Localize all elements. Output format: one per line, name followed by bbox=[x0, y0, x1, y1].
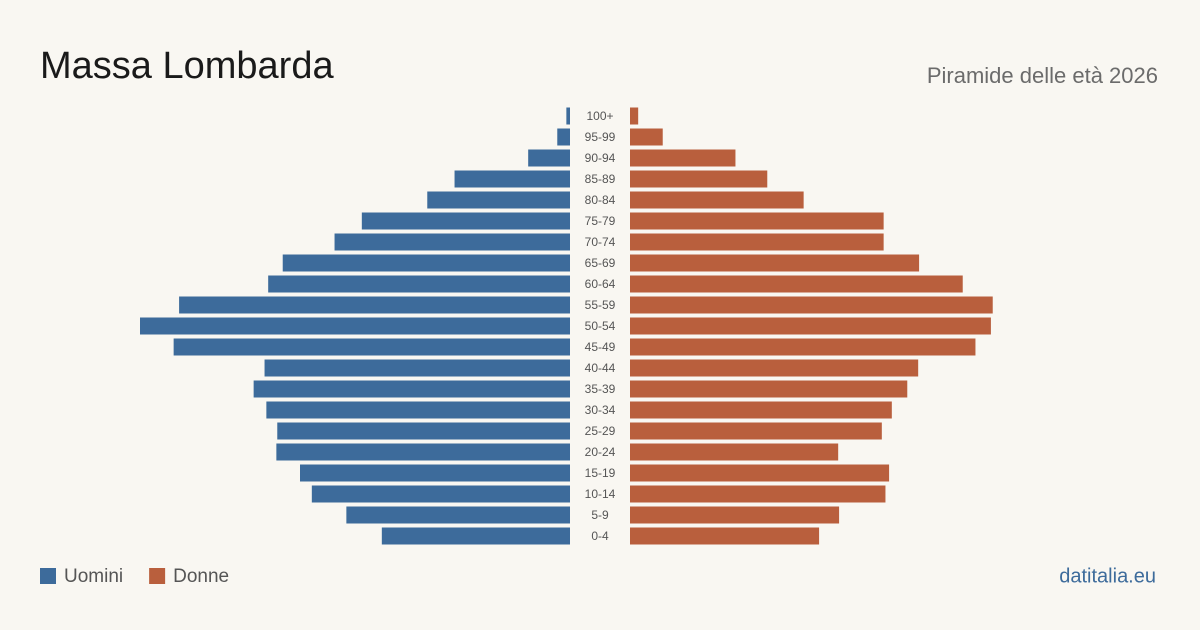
bar bbox=[630, 296, 993, 314]
bar bbox=[630, 233, 884, 251]
age-label: 70-74 bbox=[585, 235, 616, 249]
bar bbox=[528, 149, 570, 167]
bar bbox=[630, 107, 639, 125]
bar bbox=[334, 233, 570, 251]
bar bbox=[140, 317, 570, 335]
bar bbox=[630, 359, 919, 377]
age-label: 25-29 bbox=[585, 424, 616, 438]
age-label: 75-79 bbox=[585, 214, 616, 228]
bar bbox=[253, 380, 571, 398]
age-label: 90-94 bbox=[585, 151, 616, 165]
bar bbox=[268, 275, 570, 293]
bar bbox=[427, 191, 570, 209]
age-label: 20-24 bbox=[585, 445, 616, 459]
bar bbox=[381, 527, 570, 545]
bar bbox=[300, 464, 570, 482]
bar bbox=[361, 212, 570, 230]
age-label: 45-49 bbox=[585, 340, 616, 354]
bar bbox=[277, 422, 570, 440]
age-label: 60-64 bbox=[585, 277, 616, 291]
age-label: 40-44 bbox=[585, 361, 616, 375]
source: datitalia.eu bbox=[1059, 565, 1156, 587]
bar bbox=[630, 317, 991, 335]
legend-swatch bbox=[40, 568, 56, 584]
bar bbox=[173, 338, 571, 356]
bar bbox=[630, 170, 768, 188]
age-label: 5-9 bbox=[591, 508, 609, 522]
chart-subtitle: Piramide delle età 2026 bbox=[927, 63, 1158, 88]
bar bbox=[630, 464, 890, 482]
age-label: 15-19 bbox=[585, 466, 616, 480]
legend-swatch bbox=[149, 568, 166, 584]
age-label: 95-99 bbox=[585, 130, 616, 144]
bar bbox=[630, 401, 892, 419]
bar bbox=[630, 485, 886, 503]
legend-label: Donne bbox=[173, 566, 229, 587]
age-label: 30-34 bbox=[585, 403, 616, 417]
bar bbox=[630, 275, 963, 293]
bar bbox=[346, 506, 570, 524]
bar bbox=[630, 254, 920, 272]
age-label: 65-69 bbox=[585, 256, 616, 270]
bar bbox=[311, 485, 570, 503]
chart-title: Massa Lombarda bbox=[40, 45, 334, 87]
bar bbox=[557, 128, 570, 146]
age-label: 0-4 bbox=[591, 529, 609, 543]
bar bbox=[454, 170, 570, 188]
age-label: 55-59 bbox=[585, 298, 616, 312]
bar bbox=[630, 506, 840, 524]
bar bbox=[566, 107, 570, 125]
bar bbox=[282, 254, 570, 272]
bar bbox=[630, 422, 882, 440]
legend-label: Uomini bbox=[64, 566, 123, 587]
bar bbox=[179, 296, 570, 314]
age-label: 80-84 bbox=[585, 193, 616, 207]
age-label: 85-89 bbox=[585, 172, 616, 186]
bar bbox=[276, 443, 570, 461]
bar bbox=[630, 149, 736, 167]
age-label: 100+ bbox=[586, 109, 613, 123]
age-label: 10-14 bbox=[585, 487, 616, 501]
bar bbox=[630, 191, 804, 209]
bar bbox=[264, 359, 570, 377]
bar bbox=[630, 338, 976, 356]
age-label: 35-39 bbox=[585, 382, 616, 396]
bar bbox=[266, 401, 570, 419]
bar bbox=[630, 128, 663, 146]
bar bbox=[630, 443, 839, 461]
bar bbox=[630, 527, 820, 545]
age-label: 50-54 bbox=[585, 319, 616, 333]
bar bbox=[630, 212, 884, 230]
bar bbox=[630, 380, 908, 398]
